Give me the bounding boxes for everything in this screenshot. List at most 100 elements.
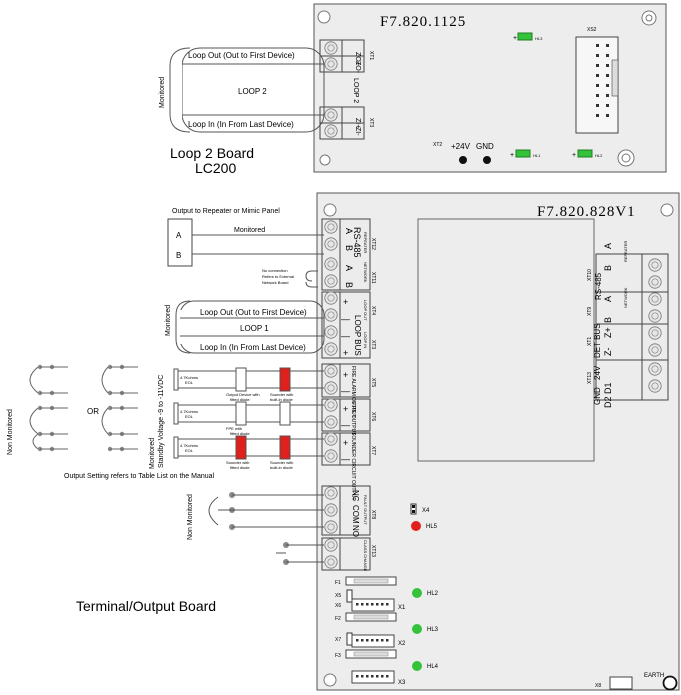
right-d2: D2 — [603, 396, 613, 408]
mount-hole-inner — [621, 153, 631, 163]
f1-label: F1 — [335, 580, 341, 586]
xt3-label: XT3 — [368, 118, 374, 127]
fpe-plus: + — [343, 404, 348, 414]
sounder-device — [279, 367, 291, 392]
right-network: NETWORK — [623, 287, 628, 308]
header-pin — [606, 64, 609, 67]
no-connection-label: No connection — [262, 268, 288, 273]
eol-sub-label: EOL — [185, 448, 194, 453]
output-device — [235, 367, 247, 392]
right-repeater: REPEATER — [623, 241, 628, 262]
right-terminal-column — [595, 253, 669, 401]
outputs-monitored-label: Monitored — [149, 438, 156, 469]
hl2-led — [412, 588, 422, 598]
loop2-center-label: LOOP 2 — [238, 87, 267, 96]
terminal-screw — [324, 486, 338, 500]
mount-hole — [617, 149, 635, 167]
mount-hole-inner — [645, 14, 653, 22]
repeater-panel — [167, 218, 193, 267]
loop2-vertical-label: LOOP 2 — [352, 78, 359, 103]
device-caption: fitted diode — [230, 397, 250, 402]
header-pin — [371, 639, 374, 642]
eol-sub-label: EOL — [185, 414, 194, 419]
svg-text:+: + — [572, 152, 576, 159]
loop2-in-label: Loop In (In From Last Device) — [188, 120, 294, 129]
network-board-label: Network Board — [262, 280, 288, 285]
hl5-label: HL5 — [426, 524, 438, 530]
header-pin — [386, 603, 389, 606]
device-caption: fitted diode — [230, 465, 250, 470]
right-b2: B — [603, 317, 613, 323]
class-change-label: CLASS CHANGE — [363, 540, 368, 572]
or-label: OR — [87, 407, 99, 416]
header-pin — [386, 675, 389, 678]
xt4-label: XT4 — [370, 306, 376, 315]
right-a2: A — [603, 296, 613, 302]
device-caption: Sounder with — [270, 392, 293, 397]
rs485-b2: B — [344, 282, 354, 288]
xs2-label: XS2 — [587, 27, 597, 33]
plus24v-label: +24V — [451, 142, 471, 151]
fpe-minus: — — [341, 420, 350, 430]
terminal-screw — [648, 258, 662, 272]
terminal-screw — [324, 381, 338, 395]
terminal-screw — [324, 364, 338, 378]
x5-label: X5 — [335, 593, 341, 599]
output-to-repeater-label: Output to Repeater or Mimic Panel — [172, 208, 280, 215]
header-pin — [366, 639, 369, 642]
terminal-screw — [648, 326, 662, 340]
header-pin — [596, 74, 599, 77]
header-pin — [596, 64, 599, 67]
rs485-b1: B — [344, 245, 354, 251]
terminal-screw — [324, 398, 338, 412]
panel-a-label: A — [176, 231, 182, 240]
hl1-label: HL1 — [533, 153, 541, 158]
right-zplus: Z+ — [603, 327, 613, 338]
terminal-board-name: Terminal/Output Board — [76, 598, 216, 614]
header-pin — [596, 104, 599, 107]
terminal-screw — [324, 415, 338, 429]
xt11-label: XT11 — [370, 272, 376, 284]
terminal-screw — [324, 538, 338, 552]
svg-text:+: + — [513, 35, 517, 42]
terminal-screw — [648, 362, 662, 376]
loop-in-plus: + — [343, 348, 348, 358]
x4-jumper — [410, 503, 417, 515]
header-pin — [596, 114, 599, 117]
sounder-output-label: SOUNDER CIRCUIT OUTPUT — [350, 432, 356, 501]
fire-minus: — — [341, 386, 350, 396]
right-a1: A — [603, 243, 613, 249]
right-b1: B — [603, 265, 613, 271]
header-pin — [371, 675, 374, 678]
output-device — [235, 401, 247, 426]
header-pin — [606, 114, 609, 117]
xt13-left-label: XT13 — [370, 545, 376, 557]
x7-jumper — [346, 632, 353, 646]
header-pin — [366, 675, 369, 678]
x8-label: X8 — [595, 683, 601, 689]
terminal-screw — [324, 449, 338, 463]
non-monitored-left-label: Non Monitored — [7, 409, 14, 455]
xt8-label: XT8 — [370, 510, 376, 519]
header-pin — [381, 603, 384, 606]
nc-label: NC — [351, 490, 360, 502]
mount-hole — [323, 203, 337, 217]
device-caption: FPE with — [226, 426, 242, 431]
x1-label: X1 — [398, 605, 406, 611]
module-area — [417, 218, 595, 462]
xt5-label: XT5 — [370, 378, 376, 387]
xt3-label: XT3 — [370, 340, 376, 349]
x3-label: X3 — [398, 680, 406, 686]
terminal-screw — [324, 555, 338, 569]
header-pin — [386, 639, 389, 642]
header-pin — [596, 94, 599, 97]
loop-in-small: LOOP IN — [363, 332, 368, 348]
loop-in-minus: — — [341, 331, 350, 341]
no-label: NO — [351, 525, 360, 537]
xt7-label: XT7 — [370, 446, 376, 455]
terminal-screw — [324, 308, 338, 322]
com-label: COM — [351, 505, 360, 524]
right-24v: 24V — [593, 365, 602, 380]
eol-resistor — [173, 368, 179, 391]
terminal-screw — [648, 275, 662, 289]
